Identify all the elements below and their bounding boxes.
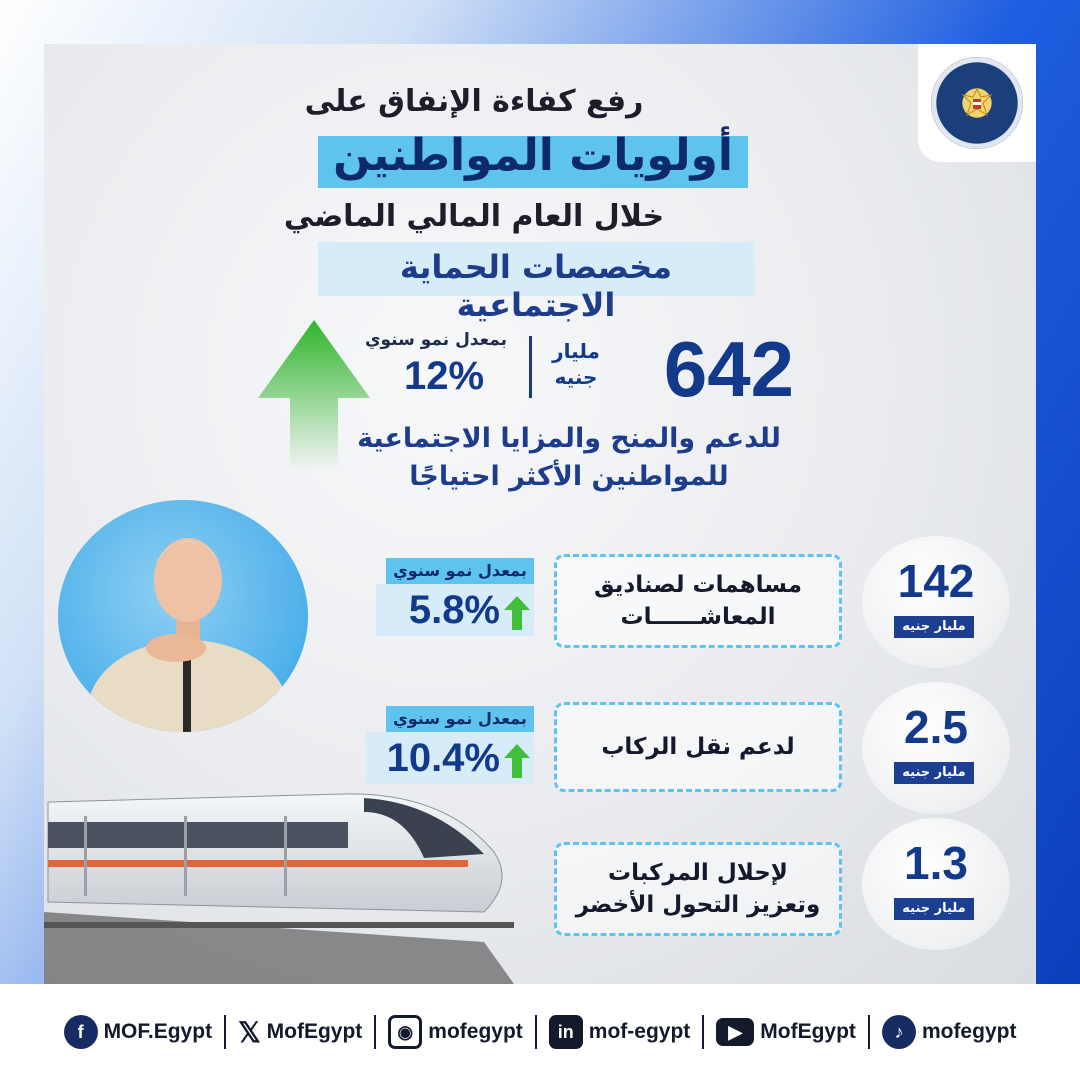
item-unit: مليار جنيه [894,898,974,920]
item-label-line-2: وتعزيز التحول الأخضر [575,892,821,918]
header-line-1: رفع كفاءة الإنفاق على [304,84,644,119]
youtube-link[interactable]: ▶ MofEgypt [716,1018,856,1046]
linkedin-handle: mof-egypt [588,1020,691,1043]
subtitle-highlight [318,242,754,296]
youtube-icon: ▶ [716,1018,755,1046]
item-label-box: لإحلال المركبات وتعزيز التحول الأخضر [554,842,842,936]
item-label-box: مساهمات لصناديق المعاشــــــات [554,554,842,648]
eagle-icon [961,87,993,117]
tiktok-icon: ♪ [881,1015,916,1049]
instagram-link[interactable]: ◉ mofegypt [388,1015,523,1049]
page-title: أولويات المواطنين [333,130,733,181]
item-rate: 5.8% [408,588,500,632]
headline-stat: 642 مليار جنيه بمعدل نمو سنوي 12% [334,324,804,414]
instagram-handle: mofegypt [428,1020,523,1043]
social-footer: f MOF.Egypt 𝕏 MofEgypt ◉ mofegypt in mof… [0,984,1080,1080]
instagram-icon: ◉ [388,1015,423,1049]
separator [867,1015,870,1049]
title-highlight [318,136,748,188]
youtube-handle: MofEgypt [760,1020,856,1043]
infographic-card: رفع كفاءة الإنفاق على أولويات المواطنين … [44,44,1036,984]
item-value-circle: 142 مليار جنيه [862,536,1010,668]
item-rate: 10.4% [386,736,500,780]
green-up-arrow-icon [258,320,370,470]
item-rate-label: بمعدل نمو سنوي [386,558,534,584]
item-label: لإحلال المركبات وتعزيز التحول الأخضر [576,857,821,921]
headline-amount: 642 [663,325,794,413]
item-label: مساهمات لصناديق المعاشــــــات [594,569,802,633]
subtitle: مخصصات الحماية الاجتماعية [399,248,673,324]
item-label: لدعم نقل الركاب [601,731,794,763]
facebook-link[interactable]: f MOF.Egypt [63,1015,213,1049]
headline-rate: 12% [403,354,485,398]
ministry-seal [931,57,1023,149]
description-line-2: للمواطنين الأكثر احتياجًا [409,461,729,492]
headline-unit: مليار جنيه [552,339,600,389]
facebook-icon: f [63,1015,98,1049]
separator [374,1015,377,1049]
item-value: 1.3 [904,837,968,889]
linkedin-link[interactable]: in mof-egypt [548,1015,691,1049]
item-rate-box: بمعدل نمو سنوي 5.8% [376,558,534,638]
tiktok-link[interactable]: ♪ mofegypt [881,1015,1017,1049]
description-line-1: للدعم والمنح والمزايا الاجتماعية [357,423,781,454]
item-value-circle: 2.5 مليار جنيه [862,682,1010,814]
elderly-man-photo [58,500,308,732]
separator [702,1015,705,1049]
item-rate-label: بمعدل نمو سنوي [386,706,534,732]
headline-rate-label: بمعدل نمو سنوي [364,330,508,350]
x-handle: MofEgypt [266,1020,363,1043]
item-label-line-1: مساهمات لصناديق [594,572,802,598]
green-up-arrow-icon [504,596,530,630]
header-line-3: خلال العام المالي الماضي [283,199,665,234]
item-value: 142 [897,555,975,607]
item-value-circle: 1.3 مليار جنيه [862,818,1010,950]
item-label-line-2: المعاشــــــات [620,604,776,630]
separator [224,1015,227,1049]
x-icon: 𝕏 [238,1016,261,1048]
item-unit: مليار جنيه [894,762,974,784]
train-image [44,793,514,984]
item-label-line-1: لدعم نقل الركاب [601,734,795,760]
linkedin-icon: in [548,1015,583,1049]
green-up-arrow-icon [504,744,530,778]
item-unit: مليار جنيه [894,616,974,638]
separator [534,1015,537,1049]
tiktok-handle: mofegypt [921,1020,1017,1043]
headline-description: للدعم والمنح والمزايا الاجتماعية للمواطن… [344,420,794,496]
x-link[interactable]: 𝕏 MofEgypt [238,1016,362,1049]
ministry-logo [918,44,1036,162]
item-rate-box: بمعدل نمو سنوي 10.4% [366,706,534,786]
divider [529,336,532,398]
item-label-line-1: لإحلال المركبات [608,860,788,886]
facebook-handle: MOF.Egypt [103,1020,213,1043]
item-label-box: لدعم نقل الركاب [554,702,842,792]
item-value: 2.5 [904,701,968,753]
